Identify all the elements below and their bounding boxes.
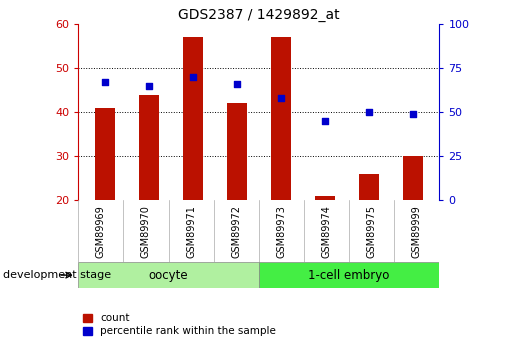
- Bar: [315, 196, 335, 200]
- Bar: [183, 37, 203, 200]
- Text: GSM89975: GSM89975: [367, 205, 377, 258]
- Point: [365, 109, 373, 115]
- Bar: [271, 37, 291, 200]
- Text: GSM89973: GSM89973: [276, 205, 286, 258]
- Point: [277, 95, 285, 101]
- Text: oocyte: oocyte: [149, 269, 188, 282]
- Bar: [95, 108, 115, 200]
- Bar: [78, 262, 259, 288]
- Point: [189, 74, 197, 80]
- Title: GDS2387 / 1429892_at: GDS2387 / 1429892_at: [178, 8, 340, 22]
- Text: 1-cell embryo: 1-cell embryo: [309, 269, 390, 282]
- Point: [144, 83, 153, 89]
- Bar: [227, 104, 247, 200]
- Text: GSM89971: GSM89971: [186, 205, 196, 258]
- Bar: [259, 262, 439, 288]
- Text: development stage: development stage: [3, 270, 111, 280]
- Point: [409, 111, 417, 117]
- Point: [321, 118, 329, 124]
- Text: GSM89974: GSM89974: [322, 205, 331, 258]
- Bar: [403, 156, 423, 200]
- Text: GSM89970: GSM89970: [141, 205, 151, 258]
- Point: [100, 79, 109, 85]
- Point: [233, 81, 241, 87]
- Text: GSM89999: GSM89999: [412, 205, 422, 257]
- Text: GSM89972: GSM89972: [231, 205, 241, 258]
- Legend: count, percentile rank within the sample: count, percentile rank within the sample: [83, 313, 276, 336]
- Bar: [139, 95, 159, 200]
- Text: GSM89969: GSM89969: [96, 205, 106, 257]
- Bar: [359, 174, 379, 200]
